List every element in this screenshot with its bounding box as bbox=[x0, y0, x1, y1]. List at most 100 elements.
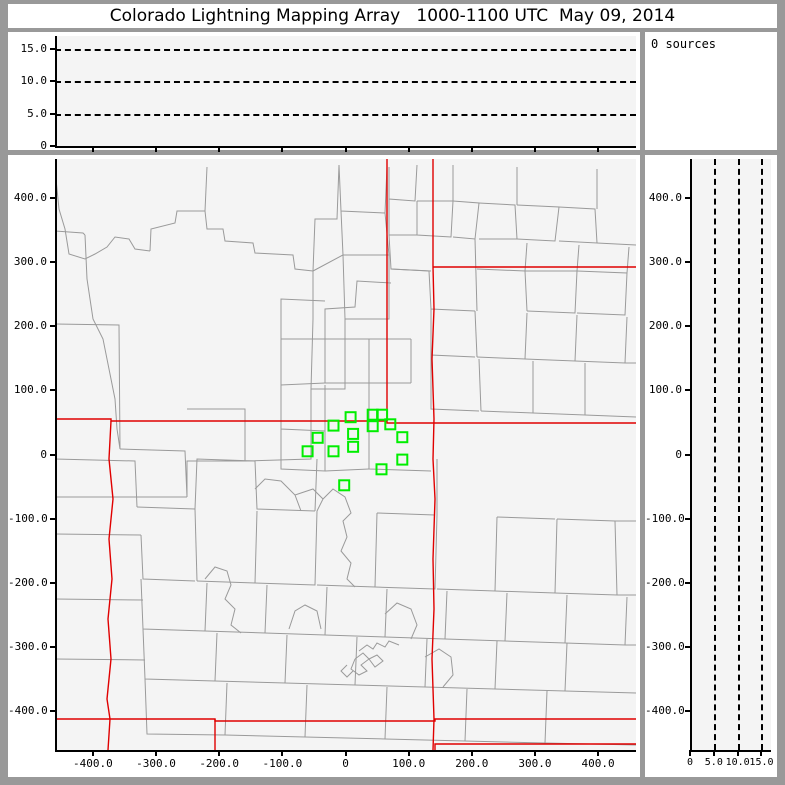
source-marker bbox=[396, 431, 409, 444]
map-x-tick-label: -100.0 bbox=[262, 757, 303, 770]
map-x-tick bbox=[218, 750, 221, 756]
map-y-tick bbox=[50, 260, 57, 263]
map-x-tick bbox=[470, 750, 473, 756]
y-tick bbox=[50, 112, 57, 115]
source-marker bbox=[396, 453, 409, 466]
x-tick bbox=[218, 146, 221, 152]
altitude-vs-y-plot-area[interactable] bbox=[690, 159, 771, 750]
map-x-tick bbox=[281, 750, 284, 756]
source-marker bbox=[366, 420, 379, 433]
x-tick bbox=[281, 146, 284, 152]
altitude-vs-x-plot-area[interactable] bbox=[55, 36, 636, 146]
map-x-tick-label: 100.0 bbox=[392, 757, 426, 770]
map-y-tick bbox=[50, 453, 57, 456]
right-y-tick bbox=[685, 646, 692, 649]
altitude-vs-x-panel: 05.010.015.0-400.0-300.0-200.0-100.00100… bbox=[8, 32, 640, 166]
right-y-tick-label: -200.0 bbox=[645, 575, 685, 589]
right-y-tick-label: 0 bbox=[675, 447, 682, 461]
gridline-horizontal bbox=[55, 81, 636, 84]
source-count-label: 0 sources bbox=[651, 37, 717, 51]
map-x-tick bbox=[155, 750, 158, 756]
map-y-tick bbox=[50, 710, 57, 713]
map-x-tick bbox=[533, 750, 536, 756]
right-x-tick-label: 15.0 bbox=[749, 757, 774, 768]
y-tick-label: 0 bbox=[40, 139, 47, 152]
source-marker bbox=[327, 445, 340, 458]
right-y-tick-label: 100.0 bbox=[648, 383, 682, 397]
right-x-tick-label: 0 bbox=[686, 757, 694, 768]
right-x-tick bbox=[736, 750, 739, 756]
right-y-tick bbox=[685, 453, 692, 456]
gridline-vertical bbox=[737, 159, 740, 750]
map-x-tick bbox=[407, 750, 410, 756]
right-y-tick bbox=[685, 196, 692, 199]
map-x-tick-label: 400.0 bbox=[581, 757, 615, 770]
x-tick bbox=[91, 146, 94, 152]
right-y-tick bbox=[685, 517, 692, 520]
map-y-tick-label: 300.0 bbox=[13, 254, 47, 268]
source-markers bbox=[301, 408, 409, 492]
y-tick-label: 10.0 bbox=[20, 74, 48, 88]
altitude-vs-y-panel: -400.0 -300.0 -200.0 -100.0 0 100.0 200.0 300.0… bbox=[645, 155, 777, 777]
right-y-tick bbox=[685, 710, 692, 713]
x-tick bbox=[470, 146, 473, 152]
map-x-tick-label: 300.0 bbox=[518, 757, 552, 770]
y-tick bbox=[50, 145, 57, 147]
map-x-tick-label: -200.0 bbox=[199, 757, 240, 770]
source-marker bbox=[344, 411, 357, 424]
source-marker bbox=[338, 479, 351, 492]
right-x-tick-label: 10.0 bbox=[725, 757, 750, 768]
map-y-tick-label: 400.0 bbox=[13, 190, 47, 204]
gridline-horizontal bbox=[55, 113, 636, 116]
map-x-tick-label: 200.0 bbox=[455, 757, 489, 770]
right-y-tick bbox=[685, 581, 692, 584]
map-x-tick-label: -300.0 bbox=[136, 757, 176, 770]
map-x-tick bbox=[597, 750, 600, 756]
y-tick bbox=[50, 80, 57, 83]
y-tick-label: 5.0 bbox=[27, 106, 47, 120]
source-marker bbox=[347, 440, 360, 453]
title-bar: Colorado Lightning Mapping Array 1000-11… bbox=[8, 4, 777, 28]
map-x-tick bbox=[91, 750, 94, 756]
x-tick bbox=[155, 146, 158, 152]
right-y-tick-label: -300.0 bbox=[645, 640, 685, 654]
x-tick bbox=[407, 146, 410, 152]
state-borders bbox=[55, 159, 636, 750]
source-marker bbox=[311, 431, 324, 444]
right-y-tick-label: 200.0 bbox=[648, 319, 682, 333]
right-y-tick-label: 400.0 bbox=[648, 190, 682, 204]
map-y-tick-label: 0 bbox=[40, 447, 47, 461]
gridline-horizontal bbox=[55, 48, 636, 51]
y-tick bbox=[50, 47, 57, 50]
map-y-tick bbox=[50, 325, 57, 328]
source-count-panel: 0 sources bbox=[645, 32, 777, 150]
map-x-tick-label: 0 bbox=[342, 757, 349, 770]
gridline-vertical bbox=[713, 159, 716, 750]
map-y-tick bbox=[50, 581, 57, 584]
plan-view-map-plot-area[interactable] bbox=[55, 159, 636, 750]
county-boundaries bbox=[55, 164, 636, 750]
map-y-tick bbox=[50, 646, 57, 649]
page-title: Colorado Lightning Mapping Array 1000-11… bbox=[109, 6, 676, 26]
map-y-tick bbox=[50, 389, 57, 392]
x-tick bbox=[597, 146, 600, 152]
plan-view-map-panel: -400.0 -300.0 -200.0 -100.0 0 100.0 200.0 300.0… bbox=[8, 155, 640, 777]
right-x-tick-label: 5.0 bbox=[704, 757, 723, 768]
right-x-tick bbox=[689, 750, 691, 756]
map-y-tick bbox=[50, 196, 57, 199]
map-x-tick bbox=[344, 750, 347, 756]
gridline-vertical bbox=[761, 159, 764, 750]
source-marker bbox=[347, 427, 360, 440]
map-geography bbox=[55, 159, 636, 750]
map-y-tick bbox=[50, 517, 57, 520]
right-x-tick bbox=[712, 750, 715, 756]
right-x-axis-line bbox=[690, 750, 771, 752]
right-x-tick bbox=[760, 750, 763, 756]
source-marker bbox=[301, 445, 314, 458]
map-y-tick-label: 200.0 bbox=[13, 319, 47, 333]
map-x-tick-label: -400.0 bbox=[73, 757, 113, 770]
right-y-tick-label: -400.0 bbox=[645, 704, 685, 718]
map-y-tick-label: -100.0 bbox=[8, 511, 48, 525]
x-tick bbox=[533, 146, 536, 152]
